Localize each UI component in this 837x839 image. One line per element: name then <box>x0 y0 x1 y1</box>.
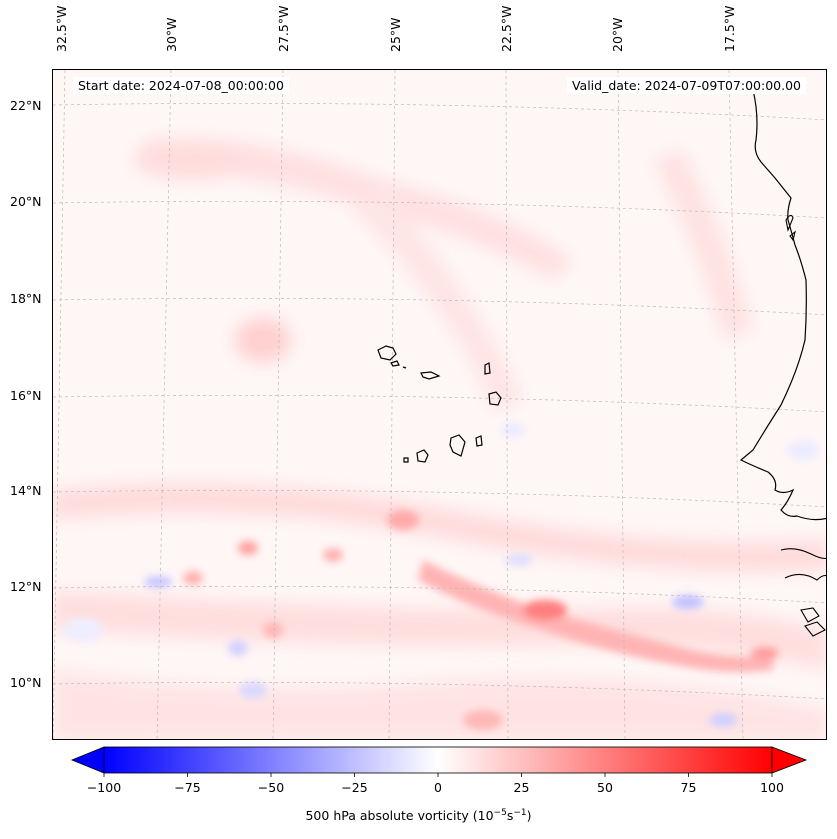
colorbar-tick-25: 25 <box>513 780 530 795</box>
map-canvas <box>53 70 826 739</box>
lat-label-18n: 18°N <box>10 291 42 306</box>
colorbar-tick-75: 75 <box>680 780 697 795</box>
colorbar-max-arrow <box>771 746 808 774</box>
lon-label-32-5w: 32.5°W <box>54 5 69 52</box>
lat-label-10n: 10°N <box>10 675 42 690</box>
colorbar-tick-minus-25: −25 <box>341 780 368 795</box>
lat-label-16n: 16°N <box>10 388 42 403</box>
colorbar-tick-minus-50: −50 <box>257 780 285 795</box>
colorbar-tick-0: 0 <box>434 780 442 795</box>
lat-label-22n: 22°N <box>10 98 42 113</box>
cape-verde-islands <box>377 345 502 463</box>
vorticity-negative-patches <box>63 422 819 727</box>
colorbar <box>70 746 808 777</box>
colorbar-min-arrow <box>70 746 105 774</box>
lon-label-25w: 25°W <box>388 17 403 52</box>
lat-label-14n: 14°N <box>10 483 42 498</box>
africa-coastline <box>739 89 826 521</box>
colorbar-tick-minus-75: −75 <box>174 780 201 795</box>
valid-date-label: Valid_date: 2024-07-09T07:00:00.00 <box>566 77 806 94</box>
gridlines <box>53 70 826 739</box>
lon-label-30w: 30°W <box>164 17 179 52</box>
lat-label-20n: 20°N <box>10 194 42 209</box>
lon-label-20w: 20°W <box>610 17 625 52</box>
lat-label-12n: 12°N <box>10 579 42 594</box>
lon-label-27-5w: 27.5°W <box>276 5 291 52</box>
colorbar-label: 500 hPa absolute vorticity (10−5s−1) <box>305 808 532 824</box>
lon-label-17-5w: 17.5°W <box>722 5 737 52</box>
colorbar-gradient <box>103 746 773 774</box>
colorbar-tick-100: 100 <box>760 780 784 795</box>
colorbar-tick-minus-100: −100 <box>86 780 122 795</box>
vorticity-maximum-band <box>183 510 779 730</box>
vorticity-broad-pattern <box>53 138 826 739</box>
coastal-islets <box>785 214 796 242</box>
lon-label-22-5w: 22.5°W <box>499 5 514 52</box>
colorbar-tick-50: 50 <box>597 780 613 795</box>
guinea-bissau-coast <box>780 548 826 637</box>
colorbar-tick-marks <box>103 773 773 777</box>
start-date-label: Start date: 2024-07-08_00:00:00 <box>73 77 289 94</box>
vorticity-map <box>52 69 827 740</box>
